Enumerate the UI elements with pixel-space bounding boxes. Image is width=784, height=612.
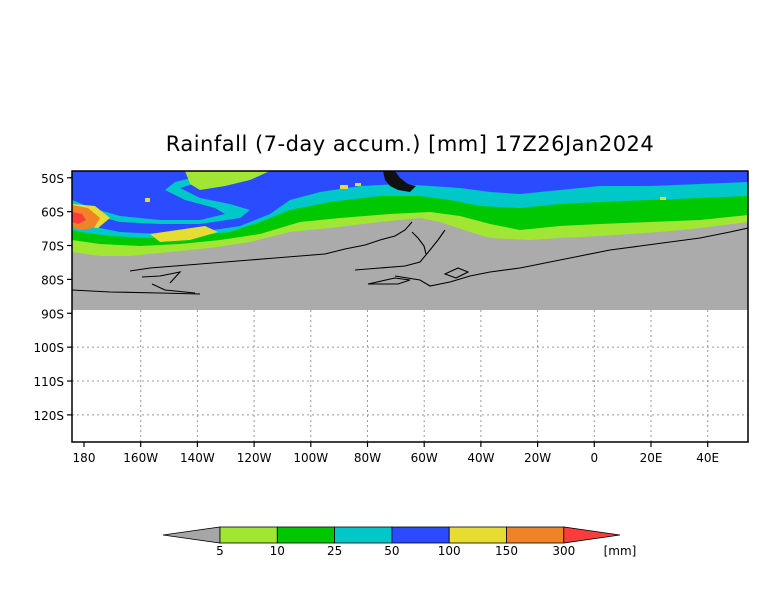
- lon-tick-label: 160W: [123, 451, 158, 465]
- rain-patch-yellow-4: [340, 185, 348, 189]
- longitude-axis: 180 160W 140W 120W 100W 80W 60W 40W 20W 0 20E 40E: [73, 442, 719, 465]
- lat-tick-label: 60S: [41, 206, 64, 220]
- lon-tick-label: 140W: [180, 451, 215, 465]
- grid-lines: [72, 310, 748, 442]
- lon-tick-label: 60W: [411, 451, 438, 465]
- colorbar-high-triangle: [563, 526, 621, 544]
- rain-patch-yellow-1: [150, 226, 218, 242]
- lat-tick-label: 100S: [33, 341, 64, 355]
- lat-tick-label: 70S: [41, 240, 64, 254]
- colorbar-label: 300: [552, 544, 575, 558]
- lon-tick-label: 120W: [237, 451, 272, 465]
- colorbar-label: 5: [216, 544, 224, 558]
- lon-tick-label: 20E: [640, 451, 663, 465]
- lon-tick-label: 20W: [524, 451, 551, 465]
- light-rain-gap: [185, 171, 270, 190]
- coastline: [72, 221, 748, 295]
- lat-tick-label: 120S: [33, 409, 64, 423]
- lat-tick-label: 90S: [41, 307, 64, 321]
- colorbar-bin: [276, 526, 335, 544]
- colorbar-bin: [219, 526, 278, 544]
- lat-tick-label: 50S: [41, 172, 64, 186]
- plot-frame: [71, 170, 749, 443]
- rain-patch-yellow-5: [355, 183, 361, 186]
- rain-band-blue: [72, 171, 748, 234]
- colorbar-bin: [448, 526, 507, 544]
- colorbar-label: 50: [384, 544, 399, 558]
- lon-tick-label: 80W: [354, 451, 381, 465]
- colorbar-bin: [334, 526, 393, 544]
- colorbar-low-triangle: [162, 526, 221, 544]
- map-title: Rainfall (7-day accum.) [mm] 17Z26Jan202…: [165, 132, 655, 156]
- lon-tick-label: 100W: [293, 451, 328, 465]
- rain-patch-yellow-6: [660, 197, 666, 200]
- latitude-axis: 50S 60S 70S 80S 90S 100S 110S 120S: [33, 172, 72, 423]
- lon-tick-label: 40W: [467, 451, 494, 465]
- rain-patch-red: [72, 212, 86, 224]
- colorbar-unit: [mm]: [604, 544, 637, 558]
- south-america-tip: [383, 171, 416, 192]
- colorbar: 5 10 25 50 100 150 300 [mm]: [162, 526, 637, 558]
- lon-tick-label: 180: [73, 451, 96, 465]
- colorbar-bin: [506, 526, 565, 544]
- rain-patch-orange: [72, 205, 100, 230]
- colorbar-label: 10: [270, 544, 285, 558]
- antarctica-no-data: [72, 222, 748, 310]
- colorbar-label: 150: [495, 544, 518, 558]
- lat-tick-label: 80S: [41, 273, 64, 287]
- colorbar-bin: [391, 526, 450, 544]
- lat-tick-label: 110S: [33, 375, 64, 389]
- lon-tick-label: 40E: [696, 451, 719, 465]
- colorbar-label: 25: [327, 544, 342, 558]
- rain-band-blue-core: [72, 171, 230, 220]
- empty-region: [72, 310, 748, 442]
- lon-tick-label: 0: [590, 451, 598, 465]
- rain-patch-yellow-3: [145, 198, 150, 202]
- colorbar-label: 100: [438, 544, 461, 558]
